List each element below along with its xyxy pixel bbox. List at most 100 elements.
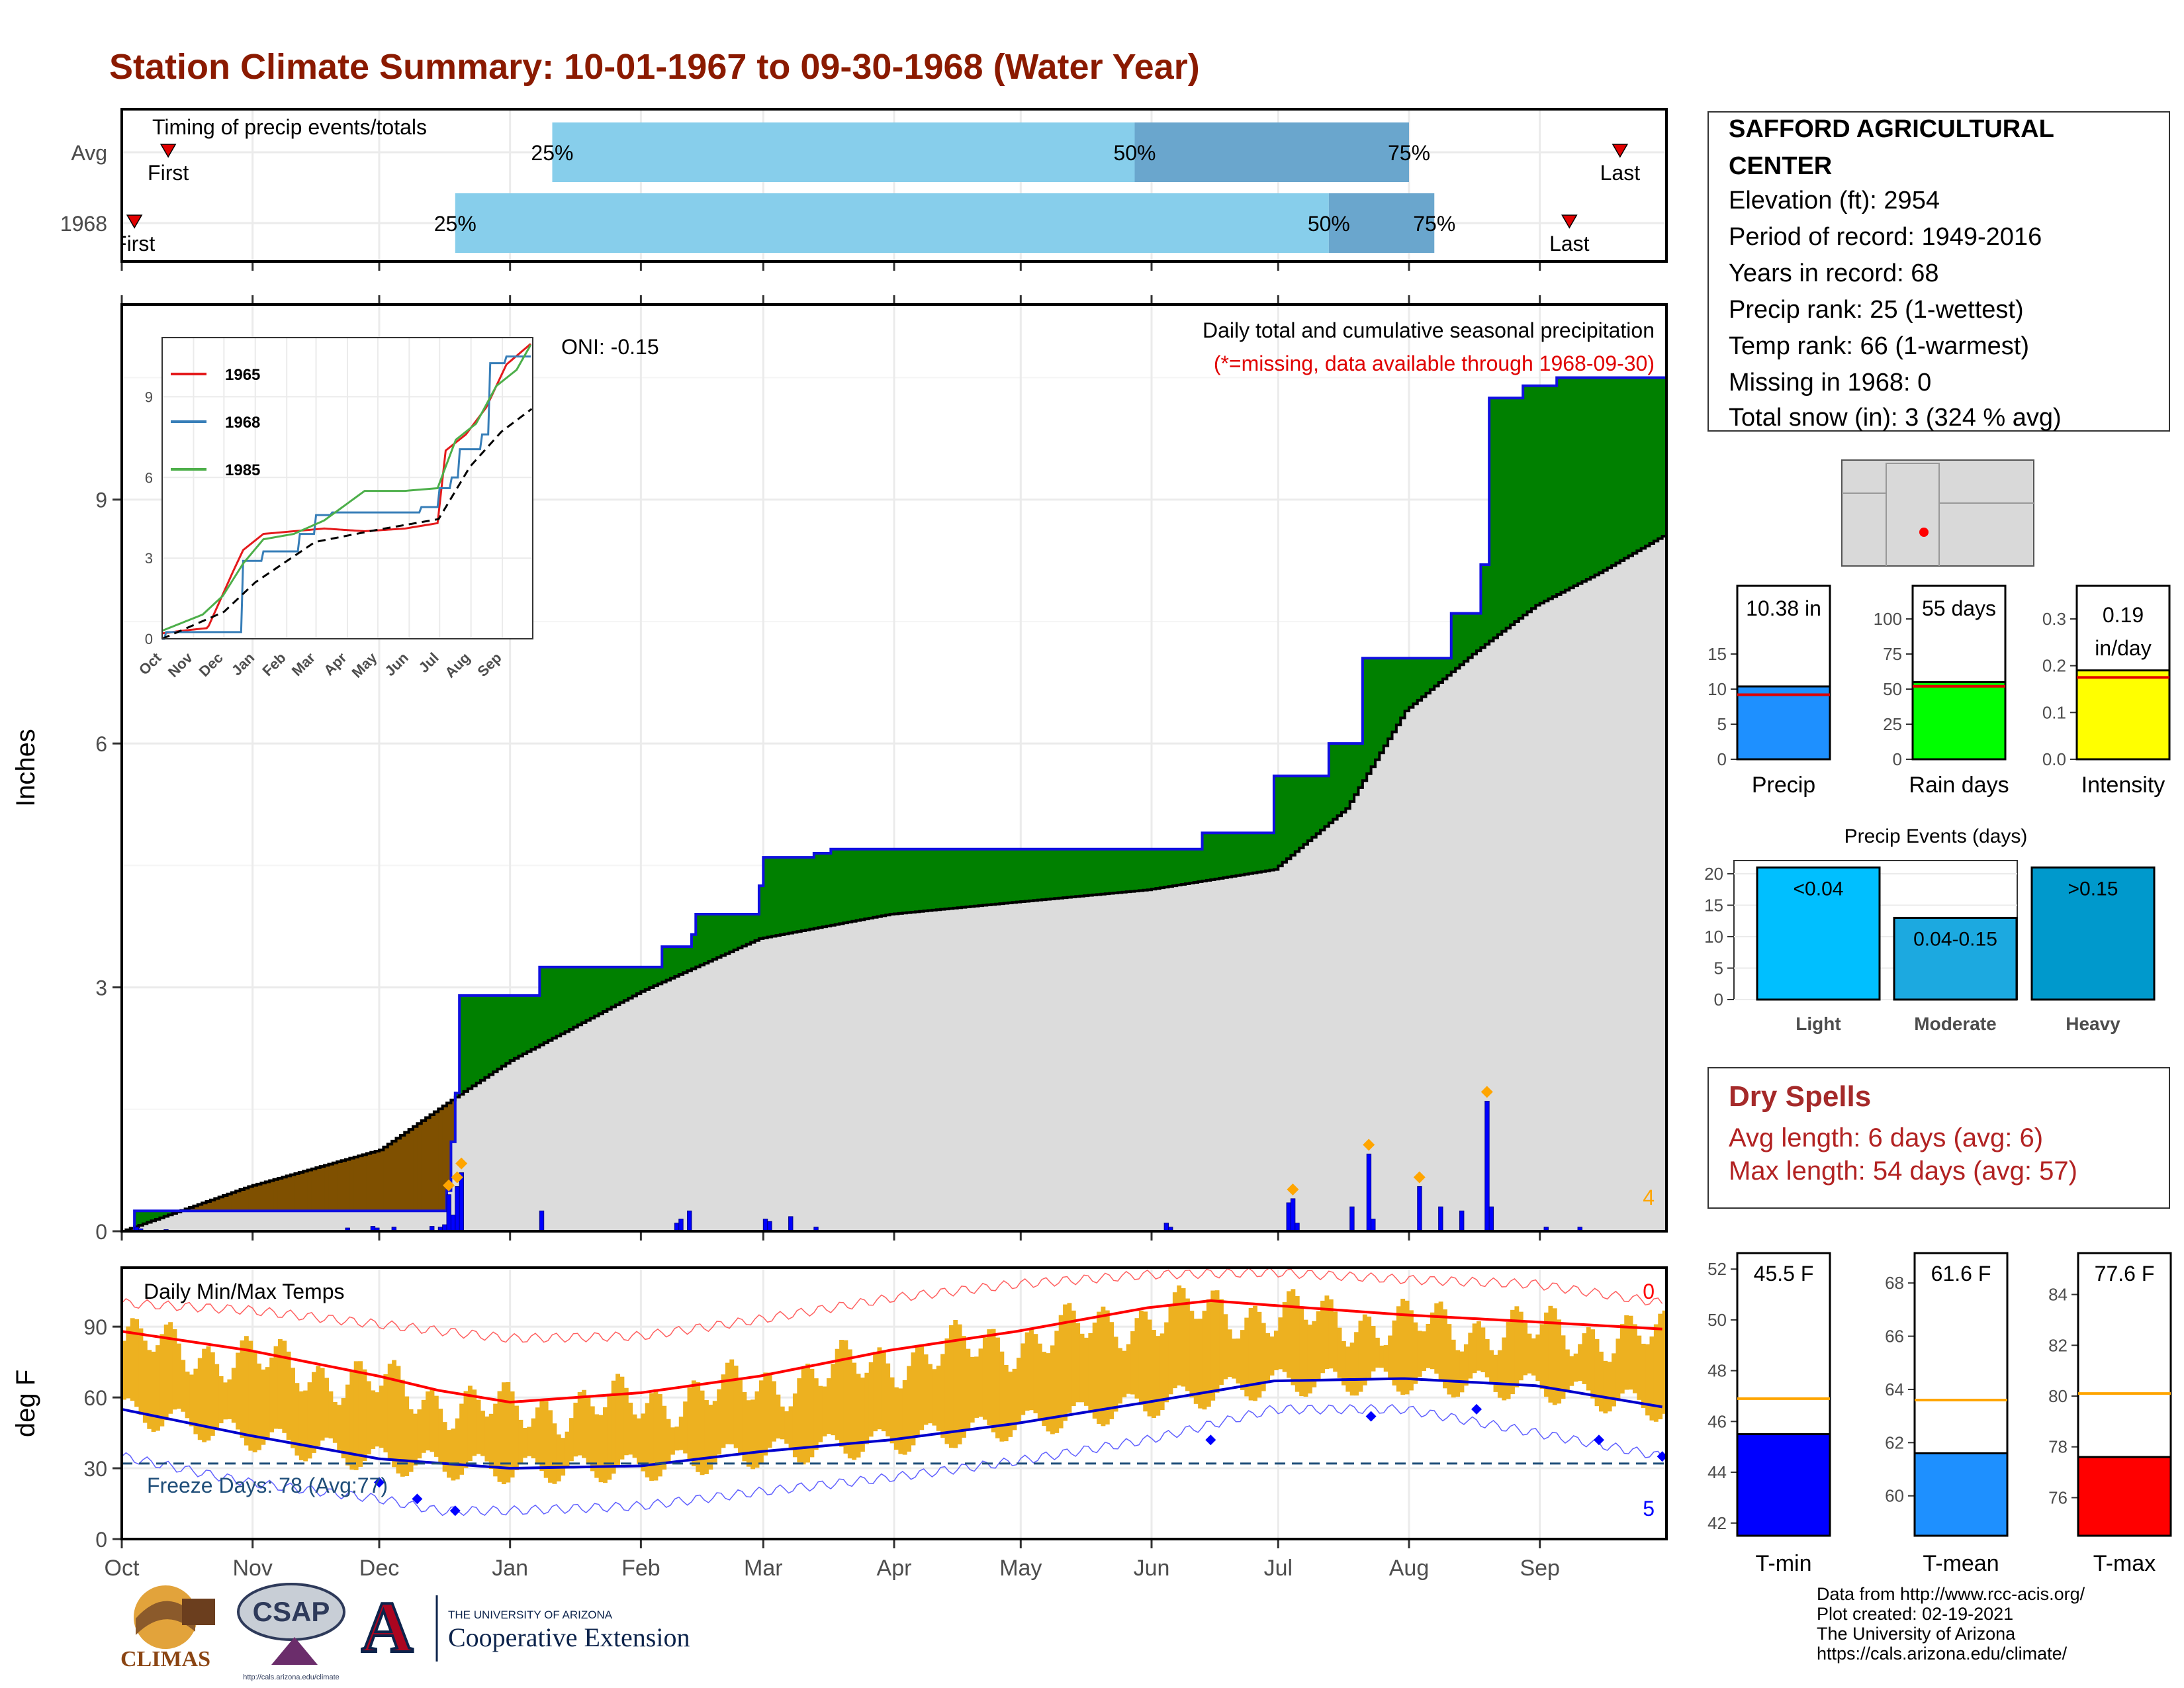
daily-temp-range-bar: [780, 1406, 785, 1440]
temp-border: [120, 1266, 1668, 1540]
daily-temp-range-bar: [902, 1380, 907, 1455]
surplus-fill: [1506, 398, 1511, 628]
timing-row-label-top: Avg: [71, 141, 107, 165]
deficit-fill: [433, 1111, 439, 1211]
deficit-fill: [298, 1172, 304, 1211]
surplus-fill: [801, 857, 806, 931]
daily-temp-range-bar: [181, 1360, 186, 1412]
daily-precip-bar: [1286, 1202, 1291, 1232]
daily-precip-bar: [134, 1227, 140, 1232]
daily-temp-range-bar: [953, 1320, 958, 1448]
daily-temp-range-bar: [700, 1390, 705, 1476]
surplus-fill: [1341, 743, 1346, 812]
timing-bg: [122, 109, 1666, 261]
surplus-fill: [1371, 658, 1376, 767]
surplus-fill: [1083, 849, 1089, 896]
temp-xtick-label: Apr: [877, 1556, 912, 1581]
daily-temp-range-bar: [1223, 1314, 1228, 1380]
daily-temp-range-bar: [387, 1364, 392, 1460]
daily-temp-range-bar: [1126, 1344, 1131, 1394]
surplus-fill: [514, 995, 520, 1058]
inset-xtick-label: Jun: [382, 649, 412, 679]
precip-event-category: Moderate: [1914, 1013, 1996, 1034]
daily-temp-range-bar: [1561, 1335, 1566, 1399]
inset-xtick-label: Nov: [165, 649, 197, 680]
deficit-fill: [193, 1205, 199, 1211]
daily-temp-range-bar: [602, 1407, 608, 1483]
surplus-fill: [1295, 776, 1300, 852]
csap-logo-cloud: [237, 1583, 345, 1641]
temp-ytick-label: 90: [83, 1315, 107, 1339]
surplus-fill: [539, 966, 545, 1045]
daily-temp-range-bar: [1438, 1301, 1443, 1381]
surplus-fill: [582, 966, 587, 1023]
deficit-fill: [324, 1165, 330, 1211]
temp-bar-frame: [2077, 1252, 2172, 1537]
surplus-fill: [1328, 743, 1334, 823]
daily-temp-range-bar: [210, 1352, 215, 1436]
deficit-fill: [383, 1147, 388, 1211]
inset-legend-label: 1965: [225, 366, 260, 384]
inset-xtick-label: Aug: [441, 649, 473, 681]
surplus-fill: [1544, 385, 1549, 601]
surplus-fill: [1261, 833, 1266, 872]
temp-xtick-label: May: [999, 1556, 1042, 1581]
deficit-fill: [430, 1114, 435, 1211]
daily-precip-bar: [446, 1194, 451, 1232]
surplus-fill: [776, 857, 781, 936]
daily-temp-range-bar: [1489, 1350, 1494, 1385]
surplus-fill: [147, 1211, 152, 1223]
timing-first-marker: [159, 144, 177, 158]
credits-university: The University of Arizona: [1817, 1624, 2016, 1644]
surplus-fill: [1202, 833, 1207, 881]
daily-temp-range-bar: [1371, 1326, 1376, 1372]
deficit-fill: [392, 1141, 397, 1211]
daily-precip-bar: [437, 1227, 443, 1232]
deficit-fill: [261, 1183, 266, 1211]
daily-temp-range-bar: [1079, 1333, 1085, 1403]
timing-first-label: First: [148, 161, 189, 185]
surplus-fill: [467, 995, 473, 1089]
surplus-fill: [1569, 377, 1574, 588]
daily-temp-range-bar: [1451, 1339, 1456, 1398]
daily-temp-range-bar: [510, 1391, 515, 1477]
surplus-fill: [586, 966, 591, 1021]
daily-temp-range-bar: [156, 1345, 160, 1431]
daily-temp-range-bar: [1379, 1345, 1385, 1368]
daily-temp-range-bar: [244, 1336, 249, 1446]
daily-temp-range-bar: [940, 1354, 946, 1438]
surplus-fill: [843, 849, 848, 923]
daily-precip-bar: [678, 1219, 684, 1232]
surplus-fill: [822, 853, 827, 927]
surplus-fill: [1649, 377, 1655, 544]
surplus-fill: [497, 995, 502, 1069]
daily-temp-range-bar: [982, 1337, 987, 1420]
deficit-fill: [269, 1180, 275, 1211]
daily-temp-range-bar: [582, 1389, 586, 1458]
inset-ytick-label: 6: [145, 469, 153, 486]
daily-temp-range-bar: [999, 1351, 1005, 1442]
daily-temp-range-bar: [1527, 1333, 1532, 1374]
record-min-line: [121, 1403, 1663, 1517]
surplus-fill: [868, 849, 874, 918]
stat-bar-value: [1911, 680, 2007, 761]
surplus-fill: [696, 914, 701, 967]
deficit-fill: [375, 1150, 380, 1211]
surplus-fill: [1573, 377, 1578, 586]
surplus-fill: [1362, 658, 1367, 781]
daily-temp-range-bar: [729, 1359, 735, 1444]
surplus-fill: [1320, 776, 1326, 830]
daily-temp-range-bar: [898, 1388, 903, 1454]
deficit-fill: [214, 1198, 220, 1211]
daily-temp-range-bar: [501, 1382, 506, 1485]
daily-temp-range-bar: [1619, 1324, 1625, 1394]
surplus-fill: [1232, 833, 1237, 876]
daily-temp-range-bar: [987, 1329, 992, 1426]
timing-row-label: Avg: [71, 141, 107, 165]
surplus-fill: [1037, 849, 1042, 900]
deficit-fill: [231, 1192, 236, 1211]
timing-last-marker: [1612, 144, 1629, 158]
surplus-fill: [1227, 833, 1232, 877]
daily-temp-range-bar: [776, 1394, 781, 1439]
avg-min-line: [121, 1377, 1662, 1470]
